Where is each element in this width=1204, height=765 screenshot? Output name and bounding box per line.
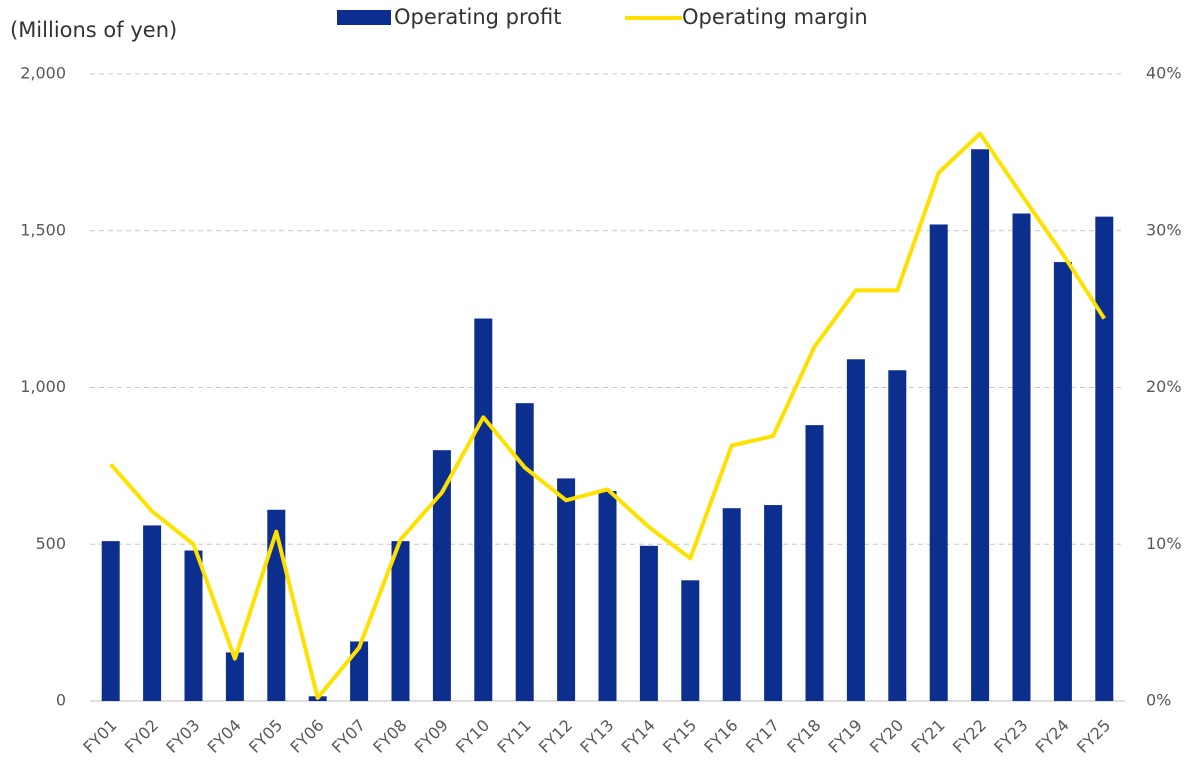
bar	[515, 403, 534, 701]
bar	[888, 370, 907, 701]
y2-tick-label: 30%	[1146, 220, 1182, 239]
bar	[143, 525, 162, 701]
axis-unit-title: (Millions of yen)	[10, 18, 177, 42]
x-tick-label: FY18	[783, 716, 824, 757]
x-tick-label: FY02	[121, 716, 162, 757]
bar	[639, 545, 658, 701]
x-tick-label: FY05	[245, 716, 286, 757]
bar	[805, 425, 824, 701]
bar	[1053, 262, 1072, 701]
x-tick-label: FY08	[369, 716, 410, 757]
x-tick-label: FY01	[79, 716, 120, 757]
bar	[681, 580, 700, 701]
x-tick-label: FY04	[204, 716, 245, 757]
x-tick-label: FY22	[949, 716, 990, 757]
x-tick-label: FY06	[286, 716, 327, 757]
y2-tick-label: 0%	[1146, 691, 1171, 710]
bar	[764, 505, 783, 701]
x-tick-label: FY10	[452, 716, 493, 757]
bar	[350, 641, 369, 701]
bar	[225, 652, 244, 701]
x-tick-label: FY25	[1073, 716, 1114, 757]
x-tick-label: FY23	[990, 716, 1031, 757]
x-tick-label: FY09	[411, 716, 452, 757]
bar	[1095, 216, 1114, 701]
y-tick-label: 1,000	[20, 377, 66, 396]
legend-swatch	[337, 10, 391, 25]
x-tick-label: FY21	[907, 716, 948, 757]
y-tick-label: 0	[56, 691, 66, 710]
x-tick-label: FY24	[1032, 716, 1073, 757]
x-tick-label: FY13	[576, 716, 617, 757]
x-tick-label: FY15	[659, 716, 700, 757]
bar	[432, 450, 451, 701]
x-tick-label: FY07	[328, 716, 369, 757]
x-tick-label: FY03	[162, 716, 203, 757]
bar	[474, 318, 493, 701]
y-tick-label: 500	[35, 534, 66, 553]
y2-tick-label: 10%	[1146, 534, 1182, 553]
bar	[1012, 213, 1031, 701]
bar	[846, 359, 865, 701]
bar	[184, 550, 203, 701]
y2-tick-label: 20%	[1146, 377, 1182, 396]
legend-label: Operating profit	[394, 5, 561, 29]
bar	[971, 149, 990, 702]
x-tick-label: FY19	[825, 716, 866, 757]
bar	[598, 490, 617, 701]
bar	[929, 224, 948, 702]
x-tick-label: FY14	[618, 716, 659, 757]
x-tick-label: FY12	[535, 716, 576, 757]
x-tick-label: FY20	[866, 716, 907, 757]
bar	[557, 478, 576, 701]
bar	[722, 508, 741, 701]
bar	[391, 541, 410, 701]
legend-label: Operating margin	[682, 5, 868, 29]
line	[109, 131, 1106, 700]
x-tick-label: FY16	[700, 716, 741, 757]
y-tick-label: 1,500	[20, 220, 66, 239]
y2-tick-label: 40%	[1146, 64, 1182, 83]
x-tick-label: FY17	[742, 716, 783, 757]
bar	[101, 541, 120, 701]
x-tick-label: FY11	[493, 716, 534, 757]
y-tick-label: 2,000	[20, 64, 66, 83]
